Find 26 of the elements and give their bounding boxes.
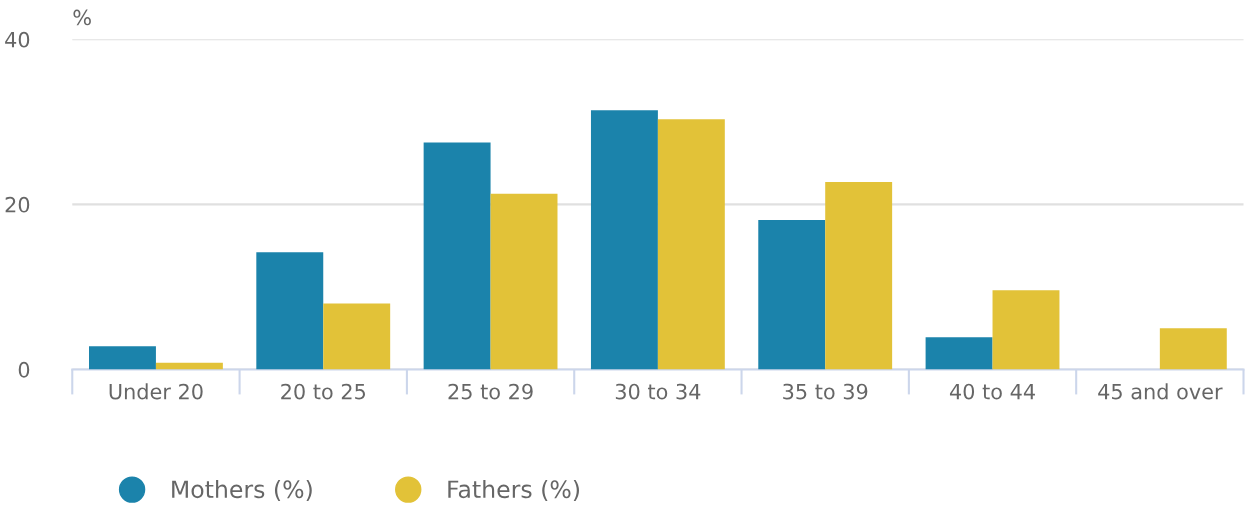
- bar: [590, 110, 658, 370]
- bar: [1159, 328, 1227, 370]
- bar: [657, 119, 725, 370]
- bar: [992, 290, 1060, 370]
- x-tick-label: 20 to 25: [281, 383, 366, 400]
- bar: [423, 142, 491, 370]
- x-tick-label: 40 to 44: [949, 383, 1035, 400]
- y-tick-label: 40: [5, 31, 30, 48]
- bar: [256, 252, 324, 370]
- legend-label: Fathers (%): [448, 479, 579, 501]
- y-axis-title: %: [73, 9, 91, 26]
- legend-label: Mothers (%): [172, 479, 312, 501]
- x-tick-label: 30 to 34: [615, 383, 701, 400]
- x-tick-label: 25 to 29: [448, 383, 533, 400]
- bar: [89, 346, 156, 370]
- bar: [490, 193, 558, 370]
- bar: [925, 337, 993, 370]
- y-tick-label: 0: [18, 361, 30, 378]
- x-tick-label: 35 to 39: [783, 383, 868, 400]
- bar: [155, 362, 223, 370]
- x-tick-label: 45 and over: [1098, 383, 1223, 400]
- x-tick-label: Under 20: [109, 383, 203, 400]
- bar: [758, 220, 826, 370]
- bar: [323, 303, 391, 370]
- bar: [825, 182, 893, 370]
- y-tick-label: 20: [5, 196, 30, 213]
